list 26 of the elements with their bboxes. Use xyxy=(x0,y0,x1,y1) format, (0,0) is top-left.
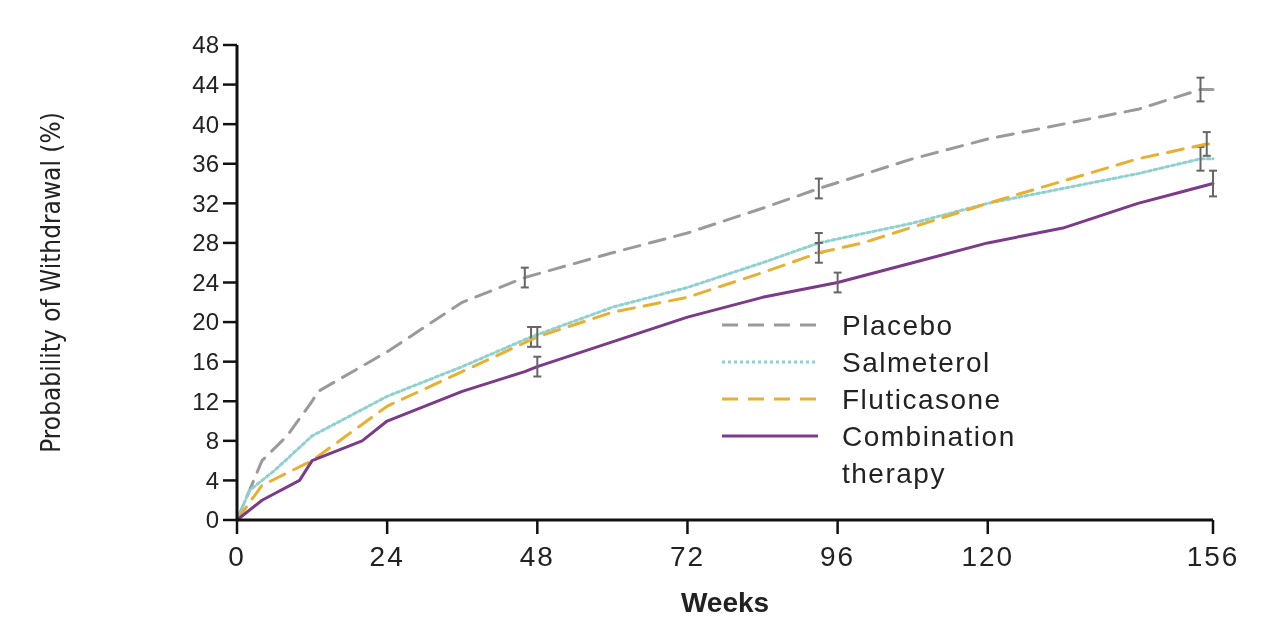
legend-label: Combination therapy xyxy=(842,420,1016,489)
x-tick-label: 72 xyxy=(669,541,706,572)
legend-label: Placebo xyxy=(842,309,954,341)
x-tick-label: 48 xyxy=(519,541,555,572)
x-tick-label: 120 xyxy=(961,541,1015,572)
y-tick-label: 12 xyxy=(192,387,219,415)
y-tick-label: 48 xyxy=(192,31,219,59)
x-tick-label: 96 xyxy=(820,541,856,572)
y-axis-title: Probability of Withdrawal (%) xyxy=(36,112,66,453)
x-axis-title: Weeks xyxy=(680,587,770,618)
y-tick-label: 36 xyxy=(192,150,219,178)
y-tick-label: 4 xyxy=(205,466,219,494)
y-tick-label: 8 xyxy=(205,427,219,455)
y-tick-label: 20 xyxy=(192,308,219,336)
y-tick-label: 44 xyxy=(192,70,219,98)
x-tick-label: 156 xyxy=(1186,541,1240,572)
y-tick-label: 28 xyxy=(192,229,219,257)
x-tick-label: 0 xyxy=(228,541,246,572)
x-tick-label: 24 xyxy=(369,541,405,572)
y-tick-label: 40 xyxy=(192,110,219,138)
y-tick-label: 24 xyxy=(192,268,219,296)
legend-label: Salmeterol xyxy=(842,346,991,378)
legend-label: Fluticasone xyxy=(842,383,1002,415)
y-tick-label: 32 xyxy=(192,189,219,217)
y-tick-label: 0 xyxy=(205,506,219,534)
y-tick-label: 16 xyxy=(192,348,219,376)
